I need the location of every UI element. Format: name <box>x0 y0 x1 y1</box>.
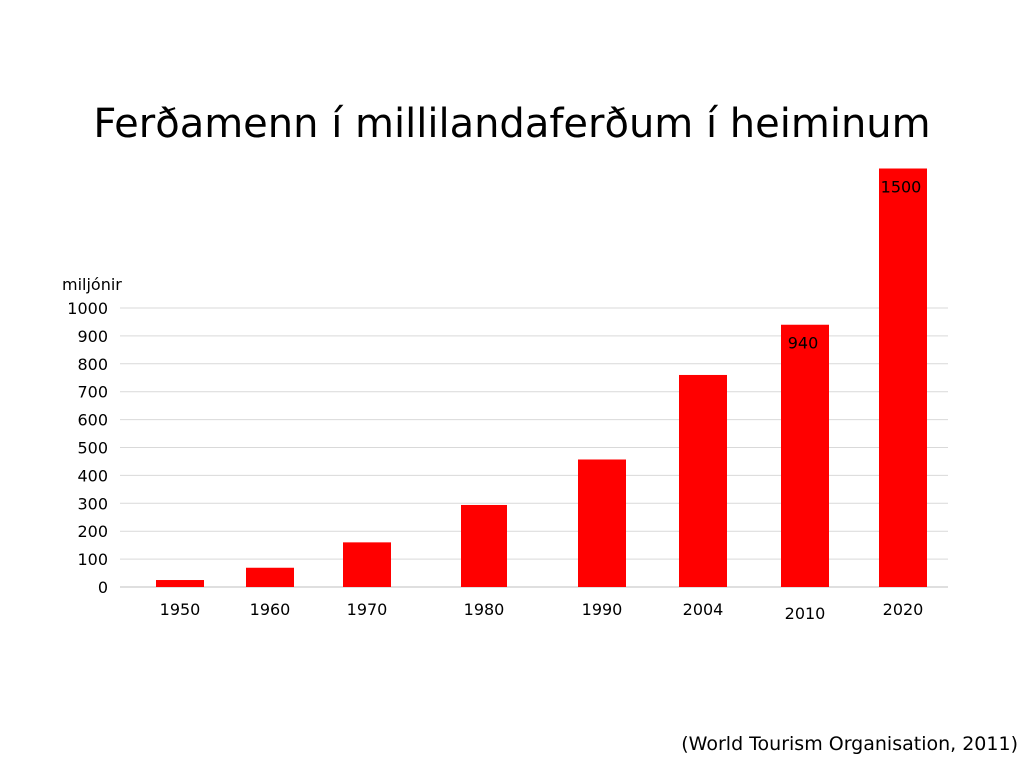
x-tick-label: 1960 <box>250 600 291 619</box>
y-tick-label: 300 <box>77 494 108 513</box>
bar-2004 <box>679 374 727 587</box>
data-label: 940 <box>788 334 819 353</box>
data-label: 1500 <box>881 178 922 197</box>
y-tick-label: 0 <box>98 578 108 597</box>
y-tick-label: 200 <box>77 522 108 541</box>
x-tick-label: 1970 <box>347 600 388 619</box>
bar-1990 <box>578 459 626 587</box>
y-tick-label: 100 <box>77 550 108 569</box>
y-tick-label: 800 <box>77 355 108 374</box>
source-citation: (World Tourism Organisation, 2011) <box>681 733 1018 755</box>
x-tick-label: 1950 <box>160 600 201 619</box>
x-tick-label: 1990 <box>582 600 623 619</box>
y-axis-label: miljónir <box>62 275 122 294</box>
bar-2020 <box>879 168 927 587</box>
bar-1970 <box>343 542 391 587</box>
y-tick-label: 400 <box>77 466 108 485</box>
x-tick-label: 2020 <box>883 600 924 619</box>
y-tick-label: 1000 <box>67 299 108 318</box>
bar-1980 <box>461 504 507 587</box>
slide-title: Ferðamenn í millilandaferðum í heiminum <box>93 101 931 147</box>
bar-2010 <box>781 324 829 587</box>
bar-1960 <box>246 567 294 587</box>
y-tick-label: 700 <box>77 383 108 402</box>
labels: 0 100 200 300 400 500 600 700 800 900 1000 miljónir… <box>62 178 923 624</box>
bar-1950 <box>156 580 204 587</box>
y-tick-label: 500 <box>77 439 108 458</box>
y-tick-label: 600 <box>77 411 108 430</box>
x-tick-label: 2004 <box>683 600 724 619</box>
x-tick-label: 1980 <box>464 600 505 619</box>
bars <box>156 168 927 587</box>
y-tick-label: 900 <box>77 327 108 346</box>
x-tick-label: 2010 <box>785 604 826 623</box>
